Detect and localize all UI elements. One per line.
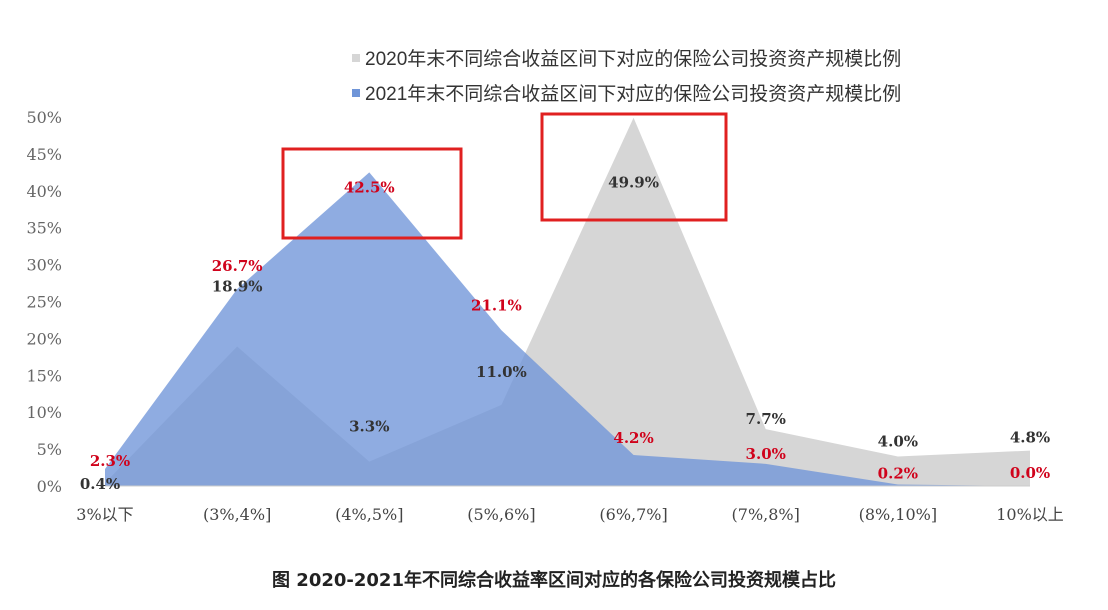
y-tick-label: 5% (37, 440, 62, 459)
y-tick-label: 50% (26, 108, 62, 127)
y-tick-label: 45% (26, 145, 62, 164)
legend-item-2021: 2021年末不同综合收益区间下对应的保险公司投资资产规模比例 (352, 79, 901, 106)
x-tick-label: (7%,8%] (732, 505, 800, 524)
x-tick-label: (3%,4%] (203, 505, 271, 524)
data-label: 0.4% (80, 475, 120, 493)
x-tick-label: 10%以上 (996, 505, 1064, 524)
x-tick-label: (6%,7%] (599, 505, 667, 524)
y-tick-label: 25% (26, 293, 62, 312)
area-series-2021 (105, 172, 1030, 486)
data-label: 26.7% (212, 257, 263, 275)
data-label: 4.2% (613, 429, 653, 447)
x-tick-label: 3%以下 (76, 505, 133, 524)
y-tick-label: 10% (26, 403, 62, 422)
data-label: 4.8% (1010, 429, 1050, 447)
y-tick-label: 30% (26, 256, 62, 275)
data-label: 0.0% (1010, 464, 1050, 482)
legend-item-2020: 2020年末不同综合收益区间下对应的保险公司投资资产规模比例 (352, 44, 901, 71)
y-tick-label: 20% (26, 329, 62, 348)
highlight-box-2021-peak (281, 147, 463, 240)
highlight-box-2020-peak (540, 112, 728, 222)
data-label: 0.2% (878, 465, 918, 483)
y-tick-label: 0% (37, 477, 62, 496)
data-label: 21.1% (471, 296, 522, 314)
data-label: 2.3% (90, 452, 130, 470)
y-tick-label: 35% (26, 219, 62, 238)
data-label: 7.7% (746, 410, 786, 428)
legend-label-2020: 2020年末不同综合收益区间下对应的保险公司投资资产规模比例 (365, 49, 902, 70)
data-label: 3.0% (746, 445, 786, 463)
x-tick-label: (5%,6%] (467, 505, 535, 524)
x-tick-label: (4%,5%] (335, 505, 403, 524)
data-label: 3.3% (349, 418, 389, 436)
chart-caption: 图 2020-2021年不同综合收益率区间对应的各保险公司投资规模占比 (272, 570, 836, 591)
x-tick-label: (8%,10%] (859, 505, 938, 524)
area-series-2020 (105, 117, 1030, 486)
legend-swatch-2021 (352, 88, 360, 97)
y-tick-label: 40% (26, 182, 62, 201)
legend-label-2021: 2021年末不同综合收益区间下对应的保险公司投资资产规模比例 (365, 84, 902, 105)
data-label: 11.0% (476, 363, 527, 381)
legend-swatch-2020 (352, 53, 360, 62)
y-tick-label: 15% (26, 366, 62, 385)
area-chart: 0% 5% 10% 15% 20% 25% 30% 35% 40% 45% 50% 3%以下 (3%,4… (26, 108, 1064, 524)
data-label: 49.9% (608, 174, 659, 192)
data-label: 4.0% (878, 432, 918, 450)
data-label: 42.5% (344, 178, 395, 196)
data-label: 18.9% (212, 278, 263, 296)
